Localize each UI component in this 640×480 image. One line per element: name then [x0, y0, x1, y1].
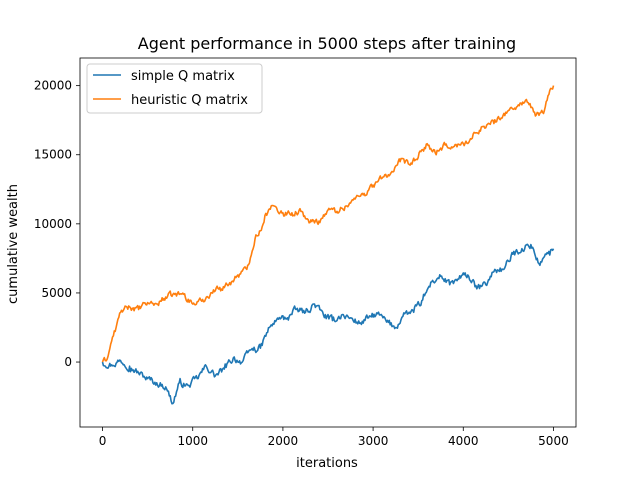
plot-area: 0 1000 2000 3000 4000 5000 0 5000 10000 15000 200… [34, 57, 577, 448]
series-line-heuristic-q [101, 85, 555, 363]
y-axis-label: cumulative wealth [6, 184, 21, 304]
series-layer [101, 85, 555, 405]
x-tick-label: 5000 [538, 434, 569, 448]
legend-label-heuristic-q: heuristic Q matrix [131, 93, 248, 108]
x-tick-label: 3000 [358, 434, 389, 448]
x-tick-label: 1000 [177, 434, 208, 448]
series-line-simple-q [101, 243, 555, 405]
y-axis-ticks: 0 5000 10000 15000 20000 [34, 79, 80, 369]
legend-frame [86, 63, 263, 114]
x-tick-label: 2000 [268, 434, 299, 448]
legend: simple Q matrix heuristic Q matrix [86, 63, 263, 114]
y-tick-label: 15000 [34, 148, 72, 162]
y-tick-label: 5000 [41, 286, 72, 300]
x-axis-ticks: 0 1000 2000 3000 4000 5000 [99, 427, 569, 448]
x-tick-label: 4000 [448, 434, 479, 448]
chart-title: Agent performance in 5000 steps after tr… [138, 34, 516, 53]
axes-frame [79, 57, 577, 428]
y-tick-label: 10000 [34, 217, 72, 231]
y-tick-label: 20000 [34, 79, 72, 93]
legend-label-simple-q: simple Q matrix [131, 69, 235, 84]
y-tick-label: 0 [64, 355, 72, 369]
x-tick-label: 0 [99, 434, 107, 448]
x-axis-label: iterations [296, 456, 358, 471]
